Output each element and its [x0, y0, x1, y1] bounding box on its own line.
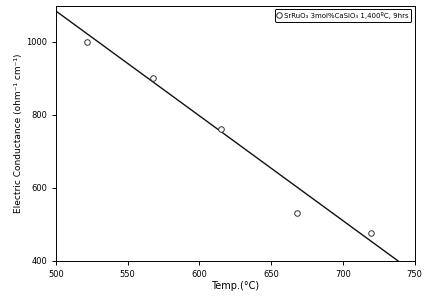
Point — [294, 211, 300, 216]
X-axis label: Temp.(°C): Temp.(°C) — [211, 282, 259, 291]
Point — [84, 40, 91, 44]
Point — [217, 127, 224, 132]
Legend: SrRuO₃ 3mol%CaSiO₃ 1,400ºC, 9hrs: SrRuO₃ 3mol%CaSiO₃ 1,400ºC, 9hrs — [275, 9, 411, 22]
Y-axis label: Electric Conductance (ohm⁻¹ cm⁻¹): Electric Conductance (ohm⁻¹ cm⁻¹) — [14, 53, 23, 213]
Point — [368, 231, 375, 236]
Point — [150, 76, 157, 81]
